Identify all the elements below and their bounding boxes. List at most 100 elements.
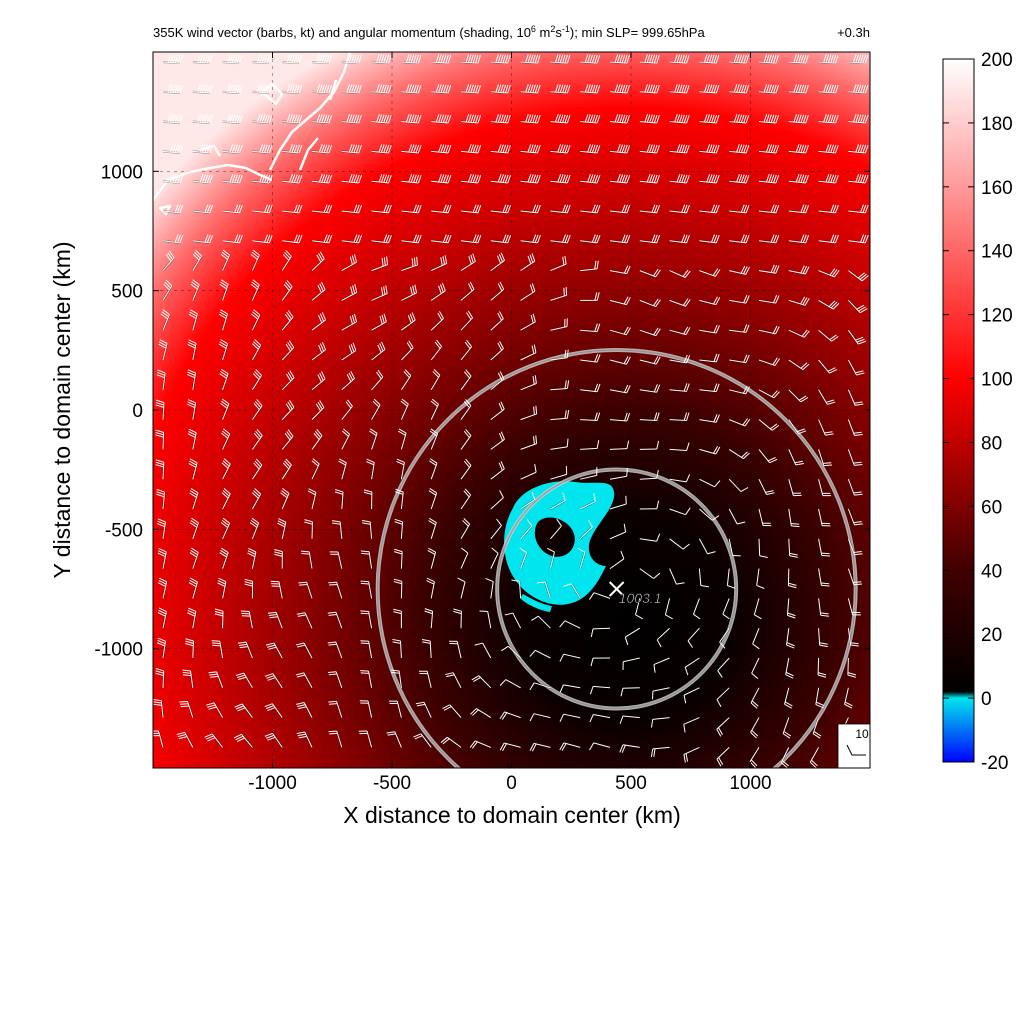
wind-barb [250, 249, 261, 272]
wind-barb [788, 359, 810, 371]
wind-barb [217, 577, 227, 599]
wind-barb [550, 54, 571, 65]
wind-barb [371, 285, 388, 302]
wind-barb [699, 296, 721, 306]
wind-barb [282, 204, 303, 215]
wind-barb [750, 687, 760, 709]
wind-barb [281, 429, 294, 451]
wind-barb [211, 640, 224, 659]
wind-barb [237, 641, 254, 659]
axis-ticks: -1000 -500 0 500 1000 1000 500 0 -500 -1000 [94, 52, 870, 794]
wind-barb [652, 686, 670, 700]
wind-barb [728, 538, 741, 557]
wind-barb [699, 84, 720, 95]
wind-barb [341, 174, 362, 185]
wind-barb [429, 428, 439, 450]
wind-barb [185, 638, 195, 659]
wind-barb [698, 538, 716, 555]
wind-barb [559, 683, 581, 693]
wind-barb [471, 674, 492, 689]
wind-barb [757, 538, 768, 558]
wind-barb [370, 369, 384, 391]
wind-barb [757, 508, 772, 527]
wind-barb [536, 581, 552, 599]
chart-title: 355K wind vector (barbs, kt) and angular… [153, 24, 705, 40]
x-tick-label: -500 [373, 773, 411, 794]
wind-barb [531, 615, 552, 629]
y-tick-label: 0 [132, 401, 143, 422]
wind-barb [281, 280, 294, 302]
wind-barb [460, 281, 475, 302]
wind-barb [848, 174, 869, 185]
wind-barb [817, 478, 832, 497]
wind-barb [459, 547, 469, 570]
wind-barb [818, 54, 839, 65]
wind-barb [651, 716, 670, 728]
wind-barb [221, 458, 232, 480]
wind-barb [220, 398, 230, 421]
wind-barb [341, 114, 362, 125]
wind-barb [371, 174, 392, 185]
wind-barb [684, 657, 701, 676]
storm-x-line [608, 581, 625, 597]
wind-barb [669, 234, 690, 244]
wind-barb [489, 518, 503, 540]
wind-barb [788, 114, 809, 125]
wind-barb [749, 746, 760, 768]
wind-barb [401, 144, 422, 155]
wind-barb [580, 292, 600, 302]
wind-barb [448, 640, 463, 659]
wind-barb [758, 54, 779, 65]
wind-barb [787, 418, 807, 435]
colorbar-tick-label: 160 [981, 178, 1013, 199]
wind-barb [550, 174, 571, 185]
wind-barb [460, 84, 482, 95]
wind-barb [400, 369, 412, 391]
wind-barb [729, 54, 750, 65]
wind-barb [247, 547, 257, 569]
wind-barb [550, 144, 571, 155]
wind-barb [816, 657, 827, 678]
wind-barb [848, 84, 869, 95]
range-ring-inner [377, 349, 857, 768]
wind-barb [189, 517, 200, 540]
wind-barb [250, 279, 261, 301]
wind-barb [847, 628, 859, 647]
wind-barb [295, 642, 313, 659]
storm-center-marker: 1003.1 [608, 581, 662, 606]
wind-barb [788, 54, 809, 65]
wind-barb [639, 470, 659, 481]
wind-barb [550, 466, 568, 481]
wind-barb [192, 204, 214, 215]
wind-barb [490, 84, 511, 95]
wind-barb [669, 114, 690, 125]
wind-barb [788, 204, 810, 215]
wind-barb [267, 611, 284, 629]
wind-barb [394, 518, 404, 539]
wind-barb [699, 144, 720, 155]
wind-barb [490, 341, 505, 361]
wind-barb [729, 144, 750, 155]
wind-barb [189, 488, 200, 510]
wind-barb [609, 204, 631, 215]
wind-barb [277, 518, 287, 540]
wind-barb [639, 412, 660, 422]
wind-barb [442, 704, 462, 719]
wind-barb [549, 518, 563, 540]
wind-barb [390, 669, 403, 688]
wind-barb [395, 488, 405, 510]
wind-barb [192, 234, 214, 244]
wind-barb [418, 670, 433, 689]
wind-barb [222, 204, 243, 215]
wind-barb [758, 234, 780, 244]
wind-barb [782, 717, 792, 739]
wind-barb [490, 281, 505, 302]
wind-barb [394, 548, 404, 569]
wind-barb [191, 249, 203, 272]
wind-barb [639, 144, 660, 155]
wind-barb [341, 204, 363, 215]
wind-barb [311, 251, 326, 272]
wind-barb [264, 703, 284, 719]
wind-barb [758, 114, 780, 125]
wind-barb [609, 234, 631, 244]
